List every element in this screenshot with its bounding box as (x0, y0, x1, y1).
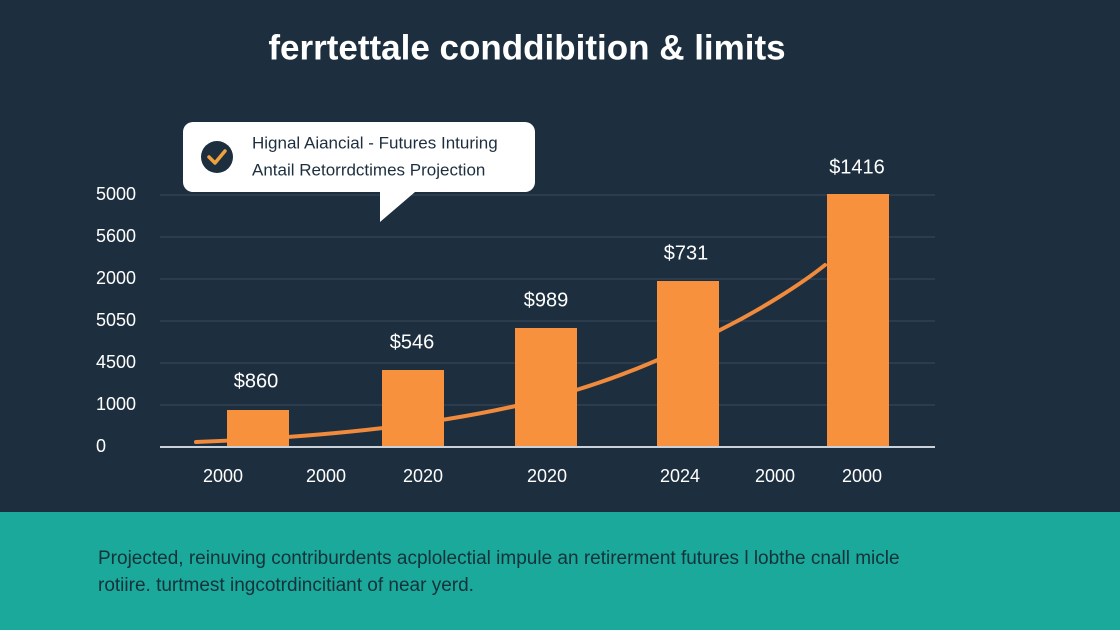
bar (227, 410, 289, 447)
callout-box (183, 122, 535, 222)
y-axis-label: 5000 (96, 184, 136, 204)
x-axis-label: 2020 (527, 466, 567, 486)
y-axis-label: 1000 (96, 394, 136, 414)
grid: 5000 5600 2000 5050 4500 1000 0 2000 2000 2020 202… (96, 184, 935, 486)
y-axis-label: 2000 (96, 268, 136, 288)
y-axis-label: 5050 (96, 310, 136, 330)
x-axis-label: 2000 (755, 466, 795, 486)
x-axis-label: 2024 (660, 466, 700, 486)
bar-label: $860 (234, 370, 279, 392)
bar (657, 281, 719, 447)
bar-label: $1416 (829, 156, 885, 178)
bar (827, 194, 889, 447)
callout: Hignal Aiancial - Futures Inturing Antai… (183, 122, 535, 222)
check-icon (201, 141, 233, 173)
y-axis-label: 5600 (96, 226, 136, 246)
trend-curve (194, 263, 827, 444)
footer-line: Projected, reinuving contriburdents acpl… (98, 548, 900, 569)
footer-panel (0, 512, 1120, 630)
x-axis-label: 2000 (203, 466, 243, 486)
y-axis-label: 4500 (96, 352, 136, 372)
bar (382, 370, 444, 447)
bar-label: $731 (664, 242, 709, 264)
bar-label: $989 (524, 289, 569, 311)
check-mark (207, 149, 227, 165)
x-axis-label: 2020 (403, 466, 443, 486)
x-axis-label: 2000 (306, 466, 346, 486)
callout-line: Hignal Aiancial - Futures Inturing (252, 133, 498, 152)
callout-line: Antail Retorrdctimes Projection (252, 160, 485, 179)
bars: $860 $546 $989 $731 $1416 (227, 156, 889, 447)
bar (515, 328, 577, 447)
footer-line: rotiire. turtmest ingcotrdincitiant of n… (98, 575, 474, 596)
y-axis-label: 0 (96, 436, 106, 456)
title: ferrtettale conddibition & limits (268, 28, 785, 67)
bar-label: $546 (390, 331, 435, 353)
x-axis-label: 2000 (842, 466, 882, 486)
